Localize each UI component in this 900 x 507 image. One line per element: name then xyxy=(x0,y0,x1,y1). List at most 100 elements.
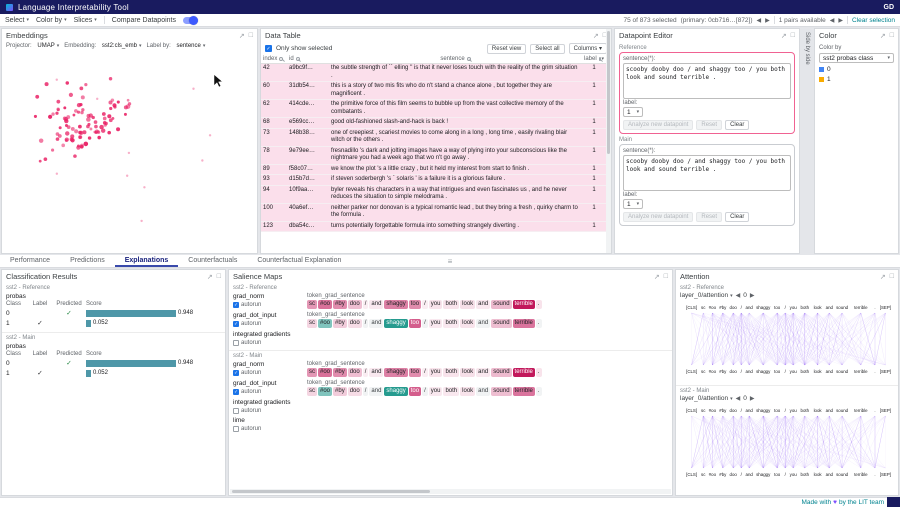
autorun-checkbox[interactable]: ✓ xyxy=(233,389,239,395)
autorun-checkbox[interactable]: ✓ xyxy=(233,302,239,308)
popout-icon[interactable]: ↗ xyxy=(593,32,599,40)
autorun-checkbox[interactable] xyxy=(233,340,239,346)
table-row[interactable]: 789e79ee…fresnadillo 's dark and jolting… xyxy=(261,147,606,165)
tab-predictions[interactable]: Predictions xyxy=(60,255,115,267)
salience-token[interactable]: sound xyxy=(491,300,511,309)
salience-token[interactable]: shaggy xyxy=(384,319,407,328)
probas-row[interactable]: 0✓0.948 xyxy=(6,358,221,368)
reset-view-button[interactable]: Reset view xyxy=(487,44,526,54)
salience-token[interactable]: . xyxy=(536,387,542,396)
color-by-dropdown[interactable]: Color by▾ xyxy=(36,17,67,24)
salience-token[interactable]: look xyxy=(460,368,475,377)
salience-token[interactable]: #by xyxy=(333,387,347,396)
prev-head-button[interactable]: ◀ xyxy=(736,395,741,402)
column-header-index[interactable]: index xyxy=(261,55,287,63)
salience-token[interactable]: terrible xyxy=(513,368,535,377)
popout-icon[interactable]: ↗ xyxy=(654,273,660,281)
salience-token[interactable]: / xyxy=(363,368,369,377)
salience-token[interactable]: sound xyxy=(491,368,511,377)
search-icon[interactable] xyxy=(279,57,283,61)
salience-token[interactable]: doo xyxy=(348,387,362,396)
salience-token[interactable]: . xyxy=(536,300,542,309)
salience-token[interactable]: #by xyxy=(333,319,347,328)
reset-button[interactable]: Reset xyxy=(696,120,722,130)
salience-token[interactable]: you xyxy=(429,387,443,396)
salience-token[interactable]: too xyxy=(409,319,421,328)
salience-token[interactable]: sc xyxy=(307,319,317,328)
salience-token[interactable]: and xyxy=(369,368,383,377)
popout-icon[interactable]: ↗ xyxy=(880,32,886,40)
tab-counterfactual-explanation[interactable]: Counterfactual Explanation xyxy=(247,255,351,267)
salience-token[interactable]: and xyxy=(369,319,383,328)
salience-token[interactable]: look xyxy=(460,387,475,396)
tab-explanations[interactable]: Explanations xyxy=(115,255,179,267)
table-row[interactable]: 73148b38…one of creepiest , scariest mov… xyxy=(261,129,606,147)
salience-token[interactable]: and xyxy=(369,387,383,396)
label-select[interactable]: 1▾ xyxy=(623,199,643,209)
salience-token[interactable]: and xyxy=(476,319,490,328)
select-all-button[interactable]: Select all xyxy=(530,44,564,54)
salience-token[interactable]: and xyxy=(476,387,490,396)
drag-handle[interactable]: ≡ xyxy=(448,255,453,268)
reset-button[interactable]: Reset xyxy=(696,212,722,222)
table-row[interactable]: 68e569cc…good old-fashioned slash-and-ha… xyxy=(261,118,606,129)
salience-token[interactable]: look xyxy=(460,300,475,309)
popout-icon[interactable]: ↗ xyxy=(781,32,787,40)
probas-row[interactable]: 0✓0.948 xyxy=(6,308,221,318)
table-row[interactable]: 9410f9aa…byler reveals his characters in… xyxy=(261,186,606,204)
salience-token[interactable]: sc xyxy=(307,387,317,396)
user-avatar[interactable]: GD xyxy=(884,4,895,11)
sentence-textarea[interactable]: scooby dooby doo / and shaggy too / you … xyxy=(623,63,791,99)
compare-datapoints-toggle[interactable] xyxy=(183,17,198,24)
salience-token[interactable]: / xyxy=(363,319,369,328)
salience-token[interactable]: shaggy xyxy=(384,368,407,377)
salience-token[interactable]: . xyxy=(536,368,542,377)
clear-button[interactable]: Clear xyxy=(725,120,749,130)
embedding-scatter[interactable] xyxy=(2,51,257,253)
salience-token[interactable]: shaggy xyxy=(384,387,407,396)
column-header-sentence[interactable]: sentence xyxy=(329,55,582,63)
search-icon[interactable] xyxy=(467,57,471,61)
maximize-icon[interactable]: □ xyxy=(664,273,668,281)
salience-token[interactable]: / xyxy=(422,368,428,377)
horizontal-scrollbar[interactable] xyxy=(230,489,671,494)
salience-token[interactable]: sound xyxy=(491,319,511,328)
salience-token[interactable]: sound xyxy=(491,387,511,396)
maximize-icon[interactable]: □ xyxy=(890,273,894,281)
salience-token[interactable]: / xyxy=(422,319,428,328)
label-select[interactable]: 1▾ xyxy=(623,107,643,117)
probas-row[interactable]: 1✓0.052 xyxy=(6,368,221,378)
scrollbar-thumb[interactable] xyxy=(232,490,430,493)
tab-counterfactuals[interactable]: Counterfactuals xyxy=(178,255,247,267)
salience-token[interactable]: sc xyxy=(307,300,317,309)
salience-token[interactable]: both xyxy=(443,387,459,396)
maximize-icon[interactable]: □ xyxy=(890,32,894,40)
salience-token[interactable]: both xyxy=(443,300,459,309)
salience-token[interactable]: and xyxy=(369,300,383,309)
salience-token[interactable]: #by xyxy=(333,300,347,309)
autorun-checkbox[interactable] xyxy=(233,408,239,414)
salience-token[interactable]: you xyxy=(429,300,443,309)
table-row[interactable]: 6031db54…this is a story of two mis fits… xyxy=(261,82,606,100)
table-row[interactable]: 93d15b7d…if steven soderbergh 's ` solar… xyxy=(261,175,606,186)
search-icon[interactable] xyxy=(296,57,300,61)
analyze-new-datapoint-button[interactable]: Analyze new datapoint xyxy=(623,120,693,130)
salience-token[interactable]: #oo xyxy=(318,300,332,309)
prev-head-button[interactable]: ◀ xyxy=(736,292,741,299)
column-header-id[interactable]: id xyxy=(287,55,329,63)
maximize-icon[interactable]: □ xyxy=(249,32,253,40)
scrollbar-thumb[interactable] xyxy=(607,31,610,154)
popout-icon[interactable]: ↗ xyxy=(880,273,886,281)
popout-icon[interactable]: ↗ xyxy=(239,32,245,40)
column-header-label[interactable]: label▾ xyxy=(582,55,606,63)
salience-token[interactable]: too xyxy=(409,368,421,377)
table-row[interactable]: 10040a6ef…neither parker nor donovan is … xyxy=(261,204,606,222)
salience-token[interactable]: terrible xyxy=(513,387,535,396)
salience-token[interactable]: . xyxy=(536,319,542,328)
popout-icon[interactable]: ↗ xyxy=(207,273,213,281)
salience-token[interactable]: doo xyxy=(348,300,362,309)
table-row[interactable]: 89f58c07…we know the plot 's a little cr… xyxy=(261,165,606,176)
autorun-checkbox[interactable] xyxy=(233,426,239,432)
labelby-select[interactable]: Label by: sentence▾ xyxy=(146,43,205,49)
table-row[interactable]: 62414cde…the primitive force of this fil… xyxy=(261,100,606,118)
